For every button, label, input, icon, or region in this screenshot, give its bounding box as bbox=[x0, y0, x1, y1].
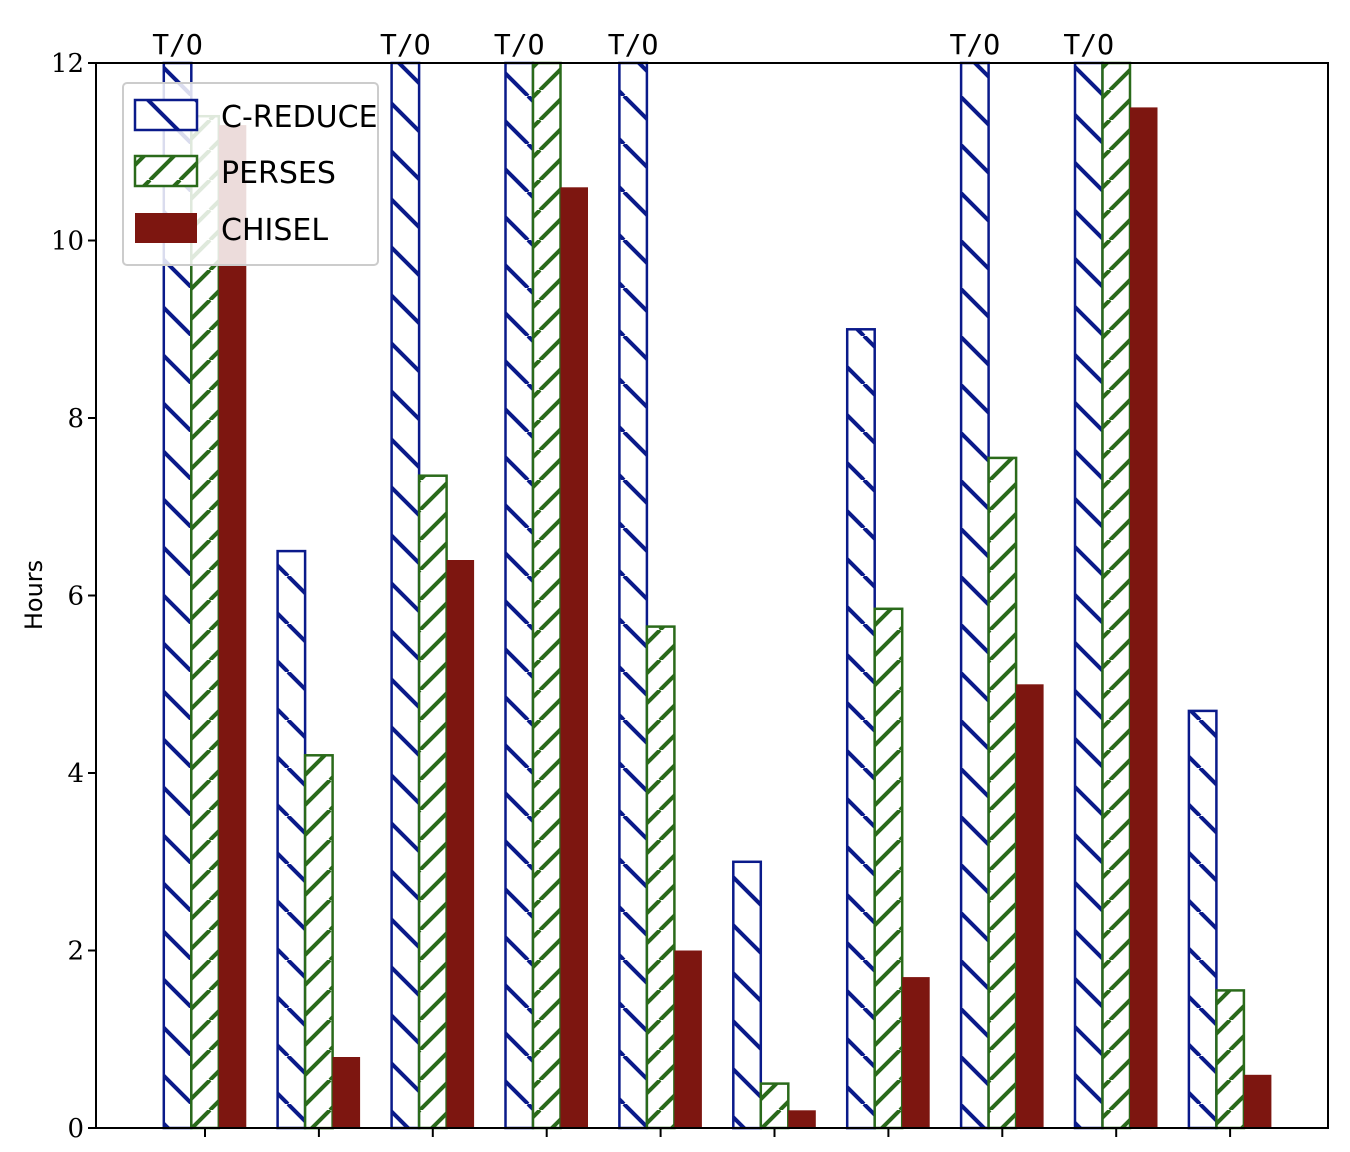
y-tick-label-8: 8 bbox=[67, 404, 84, 434]
legend-swatch-perses bbox=[133, 154, 199, 188]
bar-perses-6 bbox=[759, 1082, 790, 1130]
bar-c-reduce-7 bbox=[845, 328, 876, 1130]
legend: C-REDUCE PERSES CHISEL bbox=[122, 82, 379, 266]
bar-chisel-7 bbox=[902, 977, 930, 1128]
bar-chisel-2 bbox=[332, 1057, 361, 1128]
y-axis-label: Hours bbox=[20, 560, 48, 630]
timeout-label-8: T/O bbox=[950, 28, 1001, 61]
timeout-label-9: T/O bbox=[1063, 28, 1114, 61]
y-tick-label-6: 6 bbox=[67, 582, 84, 612]
y-tick-label-4: 4 bbox=[67, 759, 84, 789]
y-tick-label-10: 10 bbox=[51, 227, 84, 257]
bar-perses-10 bbox=[1215, 989, 1246, 1130]
y-axis: 0 2 4 6 8 10 12 bbox=[51, 49, 96, 1144]
bar-c-reduce-5 bbox=[618, 61, 649, 1130]
bar-perses-1 bbox=[190, 114, 221, 1130]
bar-chisel-3 bbox=[446, 560, 475, 1128]
bar-c-reduce-8 bbox=[959, 61, 990, 1130]
legend-swatch-chisel bbox=[135, 213, 197, 243]
legend-label-perses: PERSES bbox=[221, 156, 336, 191]
bar-c-reduce-3 bbox=[390, 61, 421, 1130]
legend-label-chisel: CHISEL bbox=[221, 213, 328, 248]
bar-c-reduce-6 bbox=[732, 860, 763, 1130]
legend-label-creduce: C-REDUCE bbox=[221, 100, 378, 135]
bar-chisel-9 bbox=[1130, 107, 1158, 1128]
bar-perses-3 bbox=[417, 474, 448, 1130]
bar-c-reduce-10 bbox=[1187, 709, 1218, 1130]
timeout-label-5: T/O bbox=[608, 28, 659, 61]
bar-c-reduce-9 bbox=[1073, 61, 1104, 1130]
timeout-labels: T/O T/O T/O T/O T/O T/O bbox=[152, 28, 1114, 61]
bar-perses-9 bbox=[1101, 61, 1132, 1130]
bar-perses-5 bbox=[645, 625, 676, 1130]
bar-perses-8 bbox=[987, 456, 1018, 1130]
bar-perses-4 bbox=[531, 61, 562, 1130]
legend-swatch-creduce bbox=[133, 98, 199, 132]
timeout-label-3: T/O bbox=[380, 28, 431, 61]
bar-perses-7 bbox=[873, 607, 904, 1130]
bar-chisel-6 bbox=[788, 1110, 816, 1129]
timeout-label-1: T/O bbox=[152, 28, 203, 61]
x-axis bbox=[204, 1128, 1232, 1137]
y-tick-label-2: 2 bbox=[67, 937, 84, 967]
bar-chisel-1 bbox=[218, 125, 247, 1129]
bar-chisel-10 bbox=[1243, 1074, 1272, 1129]
bar-c-reduce-4 bbox=[504, 61, 535, 1130]
bar-chisel-5 bbox=[674, 950, 702, 1128]
bar-chisel-8 bbox=[1016, 684, 1044, 1129]
timeout-label-4: T/O bbox=[494, 28, 545, 61]
y-tick-label-12: 12 bbox=[51, 49, 84, 79]
bar-perses-2 bbox=[303, 754, 334, 1130]
bar-c-reduce-2 bbox=[276, 549, 307, 1130]
y-tick-label-0: 0 bbox=[67, 1114, 84, 1144]
bar-chisel-4 bbox=[560, 187, 588, 1129]
